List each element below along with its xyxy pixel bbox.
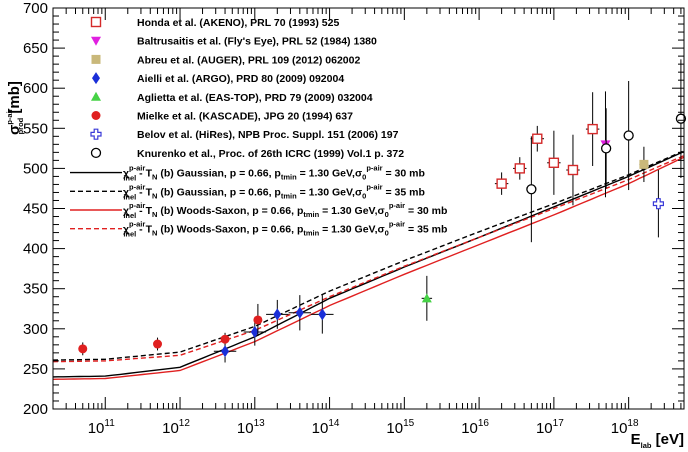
x-tick-label: 1015 — [386, 418, 414, 437]
data-point — [587, 123, 598, 135]
legend-entry: Aglietta et al. (EAS-TOP), PRD 79 (2009)… — [137, 92, 373, 104]
legend: Honda et al. (AKENO), PRL 70 (1993) 525 B… — [70, 16, 447, 239]
y-tick-label: 600 — [23, 80, 48, 97]
data-point — [548, 157, 560, 168]
series-1 — [494, 92, 600, 206]
legend-entry: χp-air inel - TN (b) Gaussian, p = 0.66, … — [123, 164, 425, 183]
y-tick-label: 500 — [23, 160, 48, 177]
y-tick-label: 300 — [23, 321, 48, 338]
x-tick-label: 1011 — [88, 418, 116, 437]
series-5 — [421, 275, 433, 321]
legend-marker — [91, 54, 101, 64]
series-8 — [526, 59, 687, 243]
y-tick-label: 400 — [23, 241, 48, 258]
legend-marker — [91, 111, 101, 120]
data-points — [78, 59, 687, 363]
legend-marker — [92, 72, 100, 85]
x-tick-label: 1014 — [312, 418, 340, 437]
data-point — [220, 334, 230, 344]
data-point — [623, 130, 634, 141]
x-tick-label: 1013 — [237, 418, 265, 437]
model-curve-4 — [52, 154, 685, 363]
y-tick-label: 700 — [23, 0, 48, 17]
data-point — [639, 159, 649, 169]
data-point — [600, 143, 612, 154]
axes: 200 250 300 350 400 450 500 550 600 650 700 1011 101… — [23, 0, 685, 437]
data-point — [78, 344, 88, 354]
legend-entry: Knurenko et al., Proc. of 26th ICRC (199… — [137, 148, 404, 160]
legend-entry: χp-air inel - TN (b) Woods-Saxon, p = 0.6… — [123, 201, 447, 220]
legend-marker — [91, 36, 101, 46]
data-point — [514, 163, 525, 174]
y-tick-label: 650 — [23, 40, 48, 57]
legend-entry: Aielli et al. (ARGO), PRD 80 (2009) 0920… — [137, 73, 344, 85]
model-curve-3 — [52, 156, 685, 380]
legend-entry: Mielke et al. (KASCADE), JPG 20 (1994) 6… — [137, 111, 353, 123]
legend-marker — [90, 147, 102, 159]
legend-entry: Honda et al. (AKENO), PRL 70 (1993) 525 — [137, 17, 339, 29]
data-point — [496, 178, 507, 189]
data-point — [250, 326, 259, 339]
data-point — [253, 315, 263, 325]
y-tick-label: 200 — [23, 401, 48, 418]
data-point — [567, 164, 579, 176]
x-axis-label: Elab [eV] — [631, 431, 684, 450]
data-point — [153, 339, 163, 349]
y-tick-label: 450 — [23, 201, 48, 218]
data-point — [295, 306, 304, 319]
legend-marker — [91, 91, 101, 101]
y-tick-label: 250 — [23, 361, 48, 378]
y-tick-label: 350 — [23, 281, 48, 298]
data-point — [652, 198, 664, 210]
data-point — [675, 113, 687, 124]
x-tick-label: 1016 — [461, 418, 489, 437]
legend-entry: Abreu et al. (AUGER), PRL 109 (2012) 062… — [137, 54, 360, 66]
series-4 — [213, 295, 334, 363]
data-point — [221, 345, 230, 358]
series-6 — [78, 303, 263, 356]
data-point — [318, 308, 327, 321]
data-point — [273, 308, 282, 321]
x-tick-label: 1012 — [162, 418, 190, 437]
legend-entry: χp-air inel - TN (b) Woods-Saxon, p = 0.6… — [123, 220, 447, 239]
series-3 — [639, 146, 649, 183]
x-tick-label: 1017 — [536, 418, 564, 437]
model-curves — [52, 150, 685, 380]
legend-entry: Baltrusaitis et al. (Fly's Eye), PRL 52 … — [137, 36, 377, 48]
y-tick-label: 550 — [23, 120, 48, 137]
legend-entry: χp-air inel - TN (b) Gaussian, p = 0.66, … — [123, 182, 425, 201]
x-tick-label: 1018 — [611, 418, 639, 437]
data-point — [421, 293, 432, 303]
legend-marker — [90, 128, 102, 140]
data-point — [526, 184, 537, 195]
legend-entry: Belov et al. (HiRes), NPB Proc. Suppl. 1… — [137, 129, 399, 141]
data-point — [532, 133, 543, 144]
y-axis-label: σp-airprod [mb] — [5, 81, 25, 135]
legend-marker — [90, 16, 102, 28]
model-curve-2 — [52, 150, 685, 361]
series-7 — [652, 170, 664, 238]
model-curve-1 — [52, 150, 685, 378]
